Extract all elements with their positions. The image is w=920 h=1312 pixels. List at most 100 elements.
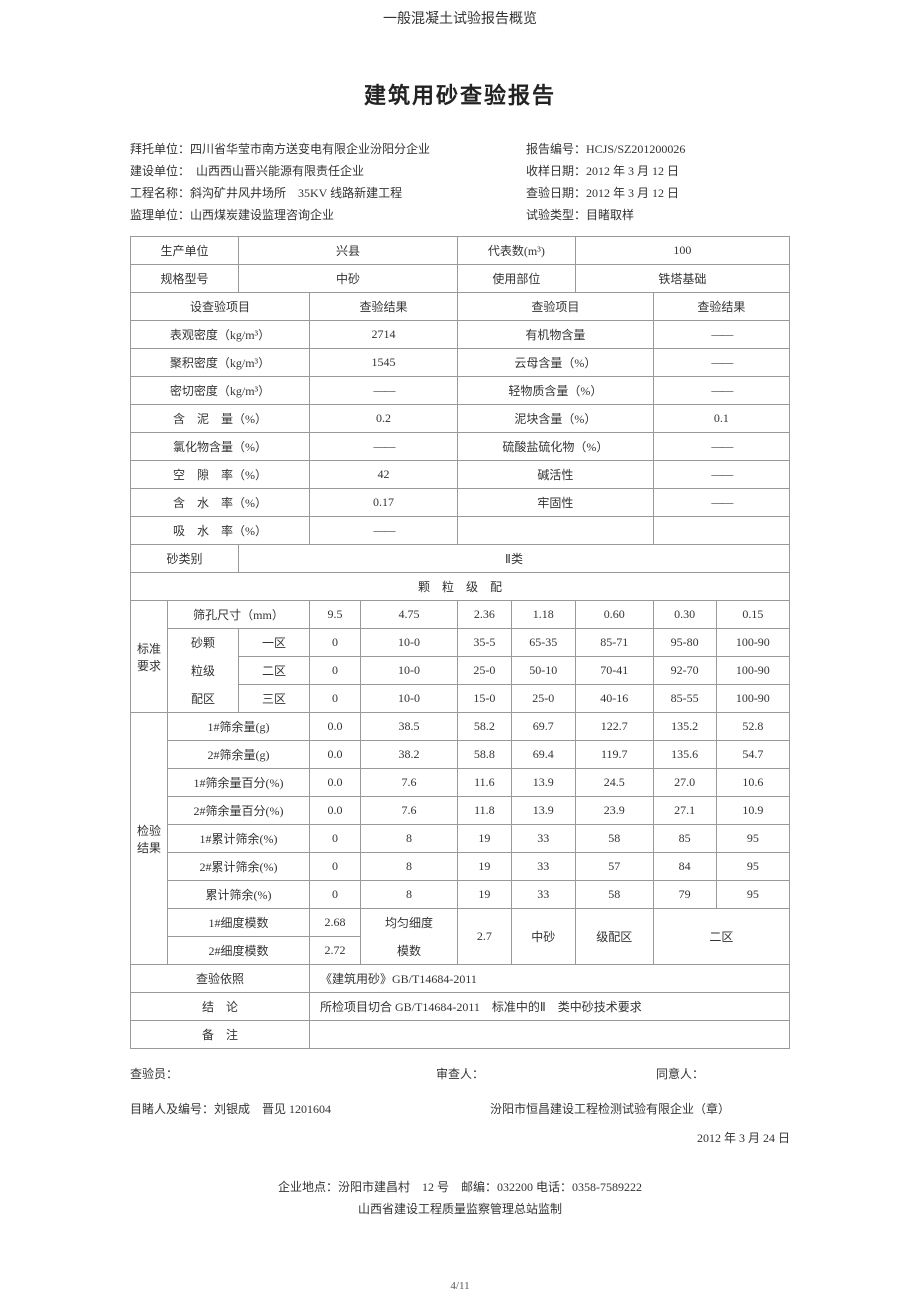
cell: 25-0: [458, 657, 512, 685]
cell: 氯化物含量（%）: [131, 433, 310, 461]
cell: 95: [716, 853, 789, 881]
table-row: 1#细度模数 2.68 均匀细度 2.7 中砂 级配区 二区: [131, 909, 790, 937]
footer-org: 山西省建设工程质量监察管理总站监制: [130, 1198, 790, 1220]
meta-label: 试验类型：: [526, 208, 586, 222]
table-row: 查验依照 《建筑用砂》GB/T14684-2011: [131, 965, 790, 993]
cell: 有机物含量: [458, 321, 654, 349]
cell: 查验结果: [653, 293, 789, 321]
cell: ——: [653, 321, 789, 349]
witness-row: 目睹人及编号：刘银成 晋见 1201604 汾阳市恒昌建设工程检测试验有限企业（…: [130, 1100, 790, 1117]
main-table: 生产单位 兴县 代表数(m³) 100 规格型号 中砂 使用部位 铁塔基础 设查…: [130, 236, 790, 1049]
cell: 2714: [310, 321, 458, 349]
cell: 85-71: [575, 629, 653, 657]
table-row: 规格型号 中砂 使用部位 铁塔基础: [131, 265, 790, 293]
cell: 空 隙 率（%）: [131, 461, 310, 489]
meta-value: 目睹取样: [586, 208, 634, 222]
cell: 10-0: [361, 657, 458, 685]
cell: 100-90: [716, 629, 789, 657]
cell: 85: [653, 825, 716, 853]
cell: ——: [310, 433, 458, 461]
cell: 0: [310, 853, 361, 881]
cell: 0.0: [310, 797, 361, 825]
witness-label: 目睹人及编号：: [130, 1102, 214, 1116]
cell: 中砂: [511, 909, 575, 965]
cell: 结 论: [131, 993, 310, 1021]
cell: 1.18: [511, 601, 575, 629]
table-row: 备 注: [131, 1021, 790, 1049]
cell: 云母含量（%）: [458, 349, 654, 377]
cell: 0.30: [653, 601, 716, 629]
cell: 累计筛余(%): [168, 881, 310, 909]
cell: 13.9: [511, 769, 575, 797]
footer-address: 企业地点：汾阳市建昌村 12 号 邮编：032200 电话：0358-75892…: [130, 1176, 790, 1198]
cell: 122.7: [575, 713, 653, 741]
cell: ——: [310, 517, 458, 545]
table-row: 检验结果 1#筛余量(g) 0.0 38.5 58.2 69.7 122.7 1…: [131, 713, 790, 741]
table-row: 砂颗 一区 0 10-0 35-5 65-35 85-71 95-80 100-…: [131, 629, 790, 657]
cell: 1#筛余量(g): [168, 713, 310, 741]
cell: 查验结果: [310, 293, 458, 321]
cell: 标准要求: [131, 601, 168, 713]
cell: 33: [511, 881, 575, 909]
cell: 10-0: [361, 629, 458, 657]
cell: 0.0: [310, 741, 361, 769]
cell: 19: [458, 825, 512, 853]
table-row: 2#累计筛余(%) 081933578495: [131, 853, 790, 881]
cell: 1#细度模数: [168, 909, 310, 937]
cell: Ⅱ类: [239, 545, 790, 573]
cell: 检验结果: [131, 713, 168, 965]
cell: ——: [653, 461, 789, 489]
cell: 35-5: [458, 629, 512, 657]
cell: 79: [653, 881, 716, 909]
cell: 牢固性: [458, 489, 654, 517]
cell: [458, 517, 654, 545]
cell: 9.5: [310, 601, 361, 629]
cell: 19: [458, 881, 512, 909]
cell: 0.2: [310, 405, 458, 433]
cell: 100-90: [716, 657, 789, 685]
cell: 含 水 率（%）: [131, 489, 310, 517]
cell: 95: [716, 825, 789, 853]
cell: 查验项目: [458, 293, 654, 321]
cell: 69.7: [511, 713, 575, 741]
table-row: 2#筛余量百分(%) 0.07.611.813.923.927.110.9: [131, 797, 790, 825]
cell: ——: [653, 489, 789, 517]
cell: 65-35: [511, 629, 575, 657]
cell: 10-0: [361, 685, 458, 713]
cell: 0: [310, 825, 361, 853]
cell: 57: [575, 853, 653, 881]
cell: 1#筛余量百分(%): [168, 769, 310, 797]
cell: 24.5: [575, 769, 653, 797]
cell: 2#累计筛余(%): [168, 853, 310, 881]
cell: 135.6: [653, 741, 716, 769]
cell: 吸 水 率（%）: [131, 517, 310, 545]
cell: 54.7: [716, 741, 789, 769]
cell: 4.75: [361, 601, 458, 629]
cell: 0.15: [716, 601, 789, 629]
cell: 15-0: [458, 685, 512, 713]
meta-value: 山西煤炭建设监理咨询企业: [190, 208, 334, 222]
cell: 中砂: [239, 265, 458, 293]
cell: 27.1: [653, 797, 716, 825]
inspector-label: 查验员：: [130, 1065, 350, 1082]
cell: 33: [511, 853, 575, 881]
cell: 级配区: [575, 909, 653, 965]
cell: 23.9: [575, 797, 653, 825]
cell: 含 泥 量（%）: [131, 405, 310, 433]
cell: 均匀细度: [361, 909, 458, 937]
table-row: 含 泥 量（%） 0.2 泥块含量（%） 0.1: [131, 405, 790, 433]
meta-value: 山西西山晋兴能源有限责任企业: [184, 164, 364, 178]
cell: 40-16: [575, 685, 653, 713]
cell: 砂类别: [131, 545, 239, 573]
cell: 92-70: [653, 657, 716, 685]
cell: 42: [310, 461, 458, 489]
cell: ——: [310, 377, 458, 405]
cell: 1545: [310, 349, 458, 377]
cell: 0: [310, 657, 361, 685]
cell: 0: [310, 881, 361, 909]
report-title: 建筑用砂查验报告: [130, 78, 790, 110]
cell: 27.0: [653, 769, 716, 797]
cell: 69.4: [511, 741, 575, 769]
cell: 硫酸盐硫化物（%）: [458, 433, 654, 461]
cell: 2#细度模数: [168, 937, 310, 965]
